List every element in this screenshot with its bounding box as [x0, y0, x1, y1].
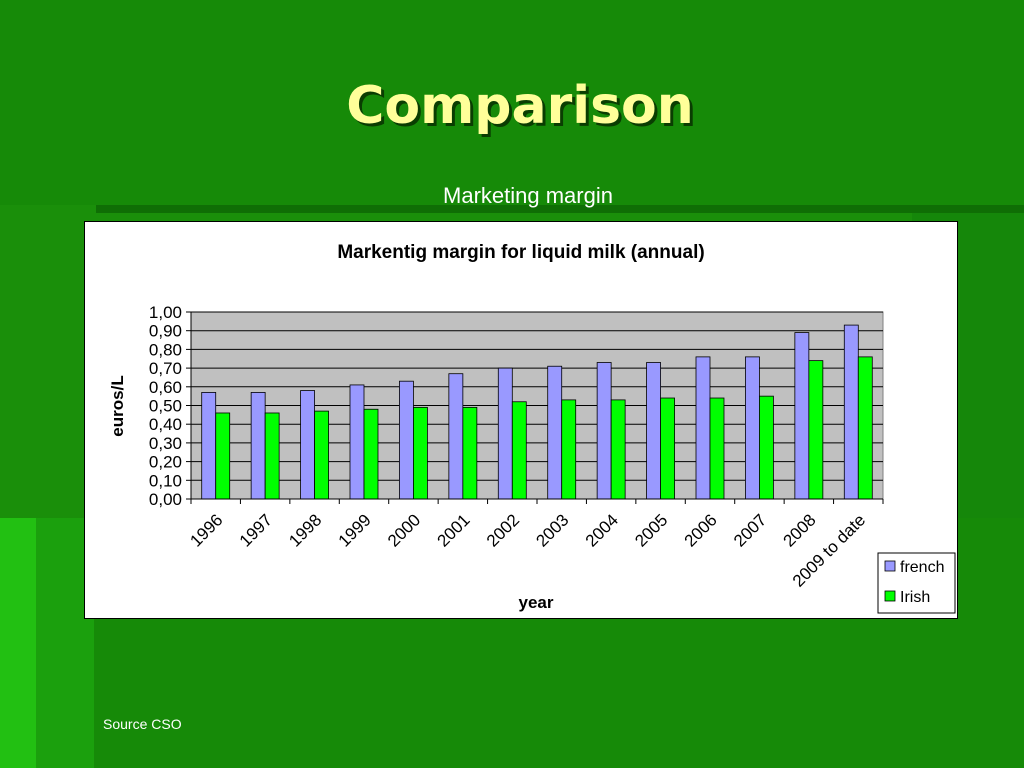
bar-french-2002	[497, 367, 513, 500]
bar-irish-1998	[314, 410, 329, 500]
bar-french-2007	[745, 356, 760, 500]
x-tick-label: 2007	[730, 510, 770, 550]
axes	[186, 311, 884, 504]
y-tick-label: 0,80	[149, 340, 182, 359]
legend-swatch-french	[884, 560, 896, 572]
x-tick-label: 2004	[582, 510, 622, 550]
chart-container: Markentig margin for liquid milk (annual…	[84, 221, 958, 619]
bar-french-2005	[646, 362, 661, 500]
y-tick-label: 0,30	[149, 434, 182, 453]
bar-irish-2009-to-date	[857, 356, 873, 500]
background-left-strip	[0, 518, 36, 768]
y-tick-label: 0,70	[149, 359, 182, 378]
source-note: Source CSO	[103, 716, 182, 732]
x-tick-label: 1999	[335, 510, 375, 550]
bar-french-1998	[300, 390, 315, 500]
x-tick-labels: 1996 1997 1998 1999 2000 2001 2002 2003 2004 2005…	[186, 510, 869, 590]
bar-french-2000	[399, 380, 414, 500]
x-tick-label: 2001	[434, 510, 474, 550]
x-tick-label: 2003	[532, 510, 572, 550]
bar-french-2003	[547, 365, 563, 500]
bar-irish-2000	[413, 406, 428, 500]
bar-irish-2001	[462, 406, 478, 500]
y-tick-label: 1,00	[149, 303, 182, 322]
bar-irish-2007	[759, 395, 774, 500]
bar-french-1997	[250, 392, 266, 500]
x-tick-label: 2000	[384, 510, 424, 550]
bar-french-2009-to-date	[843, 324, 859, 500]
bars	[201, 324, 873, 500]
bar-irish-2004	[610, 399, 626, 500]
x-tick-label: 2005	[631, 510, 671, 550]
bar-irish-1999	[363, 408, 379, 500]
background-top	[0, 0, 1024, 205]
bar-french-2006	[695, 356, 711, 500]
bar-irish-1997	[264, 412, 280, 500]
y-tick-label: 0,50	[149, 397, 182, 416]
x-tick-label: 2006	[681, 510, 721, 550]
y-tick-label: 0,90	[149, 322, 182, 341]
bar-chart: Markentig margin for liquid milk (annual…	[108, 242, 956, 614]
x-tick-label: 1997	[236, 510, 276, 550]
y-axis-label: euros/L	[108, 375, 127, 436]
y-tick-label: 0,40	[149, 415, 182, 434]
bar-french-2001	[448, 373, 464, 500]
legend-label-irish: Irish	[900, 589, 930, 606]
legend-swatch-irish	[884, 590, 896, 602]
legend: french Irish	[877, 552, 956, 614]
legend-label-french: french	[900, 559, 944, 576]
bar-irish-2005	[660, 397, 675, 500]
bar-french-2004	[596, 362, 612, 500]
slide-title: Comparison	[346, 76, 694, 136]
x-tick-label: 2002	[483, 510, 523, 550]
x-tick-label: 1998	[285, 510, 325, 550]
bar-french-1999	[349, 384, 365, 500]
y-tick-label: 0,20	[149, 453, 182, 472]
bar-irish-1996	[215, 412, 231, 500]
x-axis-label: year	[519, 593, 554, 612]
bar-irish-2003	[561, 399, 577, 500]
y-tick-labels: 0,000,100,200,300,400,500,600,700,800,90…	[149, 303, 182, 509]
bar-irish-2002	[511, 401, 527, 500]
bar-irish-2006	[709, 397, 725, 500]
x-tick-label: 1996	[186, 510, 226, 550]
y-tick-label: 0,10	[149, 471, 182, 490]
bar-french-2008	[794, 332, 810, 500]
x-tick-label: 2008	[780, 510, 820, 550]
bar-irish-2008	[808, 360, 824, 500]
bar-french-1996	[201, 392, 217, 500]
chart-title: Markentig margin for liquid milk (annual…	[337, 242, 704, 263]
background-band	[96, 205, 1024, 213]
y-tick-label: 0,00	[149, 490, 182, 509]
slide-subtitle: Marketing margin	[443, 183, 613, 208]
y-tick-label: 0,60	[149, 378, 182, 397]
